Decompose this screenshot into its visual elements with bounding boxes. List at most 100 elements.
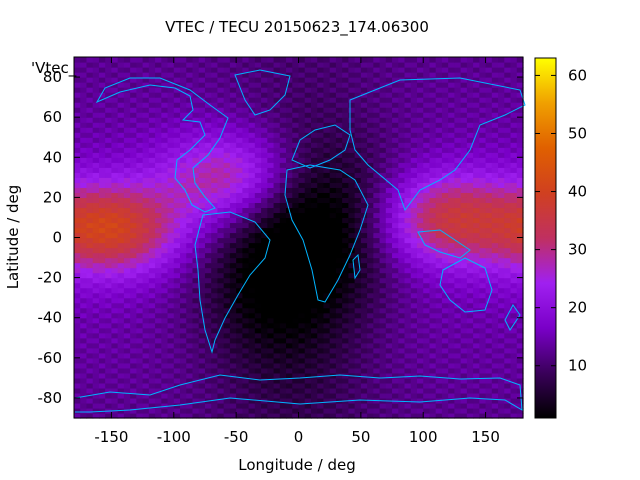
heatmap-cell — [485, 192, 493, 198]
heatmap-cell — [304, 127, 312, 133]
heatmap-cell — [148, 147, 156, 153]
heatmap-cell — [392, 237, 399, 244]
heatmap-cell — [123, 112, 131, 118]
heatmap-cell — [148, 352, 156, 359]
heatmap-cell — [167, 227, 175, 234]
heatmap-cell — [111, 127, 119, 133]
heatmap-cell — [148, 287, 156, 294]
heatmap-cell — [80, 202, 88, 209]
heatmap-cell — [348, 287, 356, 294]
heatmap-cell — [423, 292, 431, 299]
heatmap-cell — [479, 117, 487, 123]
heatmap-cell — [479, 377, 487, 384]
heatmap-cell — [142, 242, 150, 249]
heatmap-cell — [123, 107, 131, 113]
heatmap-cell — [217, 172, 225, 178]
heatmap-cell — [111, 282, 119, 289]
heatmap-cell — [310, 167, 318, 173]
heatmap-cell — [348, 167, 356, 173]
heatmap-cell — [267, 257, 275, 264]
heatmap-cell — [204, 162, 212, 168]
heatmap-cell — [142, 207, 150, 214]
heatmap-cell — [354, 317, 362, 324]
heatmap-cell — [292, 187, 300, 193]
heatmap-cell — [248, 297, 256, 304]
heatmap-cell — [317, 352, 325, 359]
heatmap-cell — [192, 277, 200, 284]
heatmap-cell — [416, 302, 424, 309]
heatmap-cell — [167, 342, 175, 349]
heatmap-cell — [180, 92, 187, 98]
heatmap-cell — [516, 107, 524, 113]
heatmap-cell — [423, 187, 431, 193]
heatmap-cell — [323, 167, 331, 173]
heatmap-cell — [298, 142, 306, 148]
heatmap-cell — [180, 127, 187, 133]
heatmap-cell — [498, 142, 505, 148]
heatmap-cell — [105, 92, 113, 98]
heatmap-cell — [310, 82, 318, 88]
heatmap-cell — [398, 392, 406, 399]
heatmap-cell — [310, 372, 318, 379]
heatmap-cell — [298, 242, 306, 249]
heatmap-cell — [198, 242, 206, 249]
heatmap-cell — [286, 412, 293, 419]
heatmap-cell — [398, 97, 406, 103]
heatmap-cell — [161, 362, 169, 369]
heatmap-cell — [161, 282, 169, 289]
heatmap-cell — [229, 367, 237, 374]
heatmap-cell — [198, 347, 206, 354]
heatmap-cell — [123, 97, 131, 103]
heatmap-cell — [242, 192, 250, 198]
heatmap-cell — [180, 187, 187, 193]
heatmap-cell — [211, 367, 219, 374]
heatmap-cell — [435, 367, 443, 374]
heatmap-cell — [498, 172, 505, 178]
heatmap-cell — [379, 87, 387, 93]
heatmap-cell — [123, 337, 131, 344]
heatmap-cell — [367, 362, 374, 369]
heatmap-cell — [516, 272, 524, 279]
heatmap-cell — [342, 347, 349, 354]
heatmap-cell — [192, 307, 200, 314]
heatmap-cell — [354, 292, 362, 299]
heatmap-cell — [229, 277, 237, 284]
heatmap-cell — [273, 277, 281, 284]
heatmap-cell — [173, 72, 181, 78]
heatmap-cell — [173, 282, 181, 289]
heatmap-cell — [155, 82, 162, 88]
heatmap-cell — [348, 367, 356, 374]
heatmap-cell — [310, 382, 318, 389]
heatmap-cell — [236, 407, 243, 414]
heatmap-cell — [180, 87, 187, 93]
heatmap-cell — [236, 322, 243, 329]
heatmap-cell — [498, 342, 505, 349]
heatmap-cell — [192, 82, 200, 88]
heatmap-cell — [335, 337, 343, 344]
heatmap-cell — [448, 207, 456, 214]
heatmap-cell — [441, 162, 449, 168]
heatmap-cell — [236, 67, 243, 73]
heatmap-cell — [279, 177, 287, 183]
heatmap-cell — [298, 227, 306, 234]
heatmap-cell — [360, 117, 368, 123]
heatmap-cell — [504, 357, 512, 364]
heatmap-cell — [435, 252, 443, 259]
heatmap-cell — [466, 137, 474, 143]
heatmap-cell — [173, 152, 181, 158]
heatmap-cell — [204, 377, 212, 384]
heatmap-cell — [392, 142, 399, 148]
heatmap-cell — [155, 187, 162, 193]
heatmap-cell — [236, 202, 243, 209]
heatmap-cell — [323, 412, 331, 419]
heatmap-cell — [167, 87, 175, 93]
heatmap-cell — [161, 252, 169, 259]
heatmap-cell — [92, 287, 100, 294]
heatmap-cell — [473, 387, 480, 394]
heatmap-cell — [180, 397, 187, 404]
heatmap-cell — [123, 272, 131, 279]
heatmap-cell — [130, 272, 137, 279]
heatmap-cell — [254, 212, 262, 219]
heatmap-cell — [74, 102, 81, 108]
heatmap-cell — [292, 357, 300, 364]
